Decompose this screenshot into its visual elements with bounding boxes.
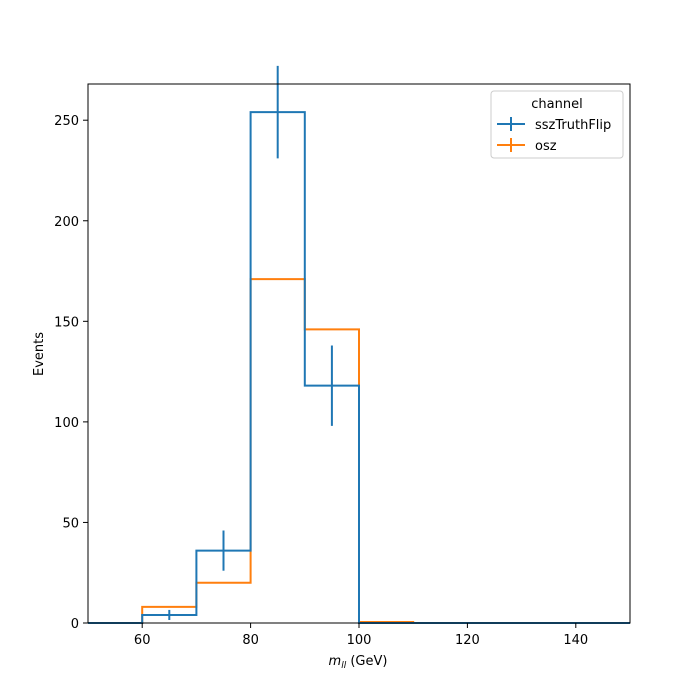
legend-box [490,90,624,159]
y-tick-label: 100 [54,416,79,431]
x-axis-label: mll (GeV) [329,654,388,671]
x-tick-label: 60 [134,633,151,648]
legend: channel sszTruthFlip osz [490,90,624,159]
legend-label: osz [535,139,557,154]
x-tick-label: 140 [563,633,588,648]
y-tick-label: 150 [54,315,79,330]
legend-entry-osz: osz [497,138,557,154]
y-tick-label: 50 [62,516,79,531]
x-tick-label: 80 [242,633,259,648]
x-tick-label: 100 [347,633,372,648]
x-tick-label: 120 [455,633,480,648]
legend-label: sszTruthFlip [535,118,611,133]
y-tick-label: 200 [54,215,79,230]
y-tick-label: 250 [54,114,79,129]
axes-layer: 60 80 100 120 140 0 50 100 150 200 250 [54,83,631,648]
legend-title: channel [531,97,582,112]
legend-entry-sszTruthFlip: sszTruthFlip [497,117,611,133]
legend-entries: sszTruthFlip osz [497,117,611,154]
y-tick-label: 0 [71,617,79,632]
y-axis-label: Events [32,332,47,376]
